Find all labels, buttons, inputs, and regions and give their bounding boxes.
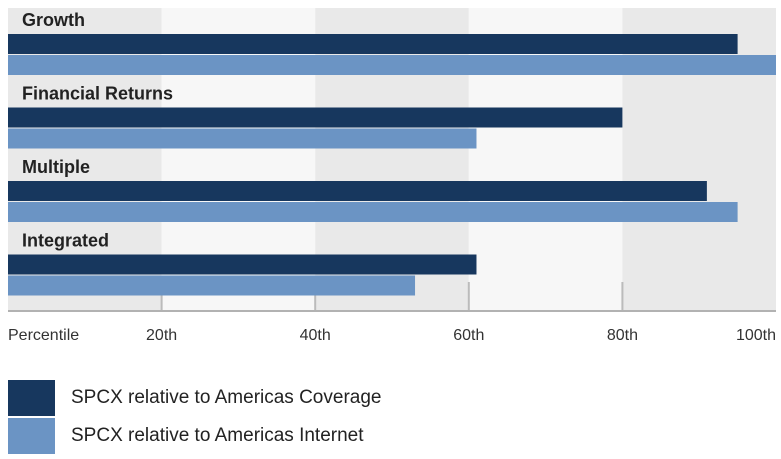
bar-chart: Growth Financial Returns Multiple Integrate… — [8, 8, 776, 344]
legend-label-coverage: SPCX relative to Americas Coverage — [71, 387, 382, 408]
legend-item-internet: SPCX relative to Americas Internet — [8, 418, 381, 454]
category-label: Growth — [22, 10, 85, 30]
category-label: Integrated — [22, 231, 109, 251]
legend-swatch-internet — [8, 418, 55, 454]
bar-internet — [8, 275, 416, 296]
bar-internet — [8, 202, 738, 222]
category-label: Financial Returns — [22, 84, 173, 104]
bar-coverage — [8, 34, 738, 54]
legend-item-coverage: SPCX relative to Americas Coverage — [8, 380, 381, 416]
bar-internet — [8, 55, 776, 75]
x-tick-label: 20th — [146, 327, 177, 344]
category-label: Multiple — [22, 157, 90, 177]
x-axis-label: Percentile — [8, 327, 79, 344]
legend-swatch-coverage — [8, 380, 55, 416]
x-tick-label: 80th — [607, 327, 638, 344]
x-tick-label: 60th — [453, 327, 484, 344]
bar-coverage — [8, 181, 707, 201]
bar-coverage — [8, 107, 623, 128]
bar-coverage — [8, 254, 477, 275]
legend-label-internet: SPCX relative to Americas Internet — [71, 425, 364, 446]
bar-internet — [8, 128, 477, 149]
x-tick-label: 40th — [300, 327, 331, 344]
legend: SPCX relative to Americas Coverage SPCX … — [8, 380, 381, 456]
x-tick-label: 100th — [736, 327, 776, 344]
